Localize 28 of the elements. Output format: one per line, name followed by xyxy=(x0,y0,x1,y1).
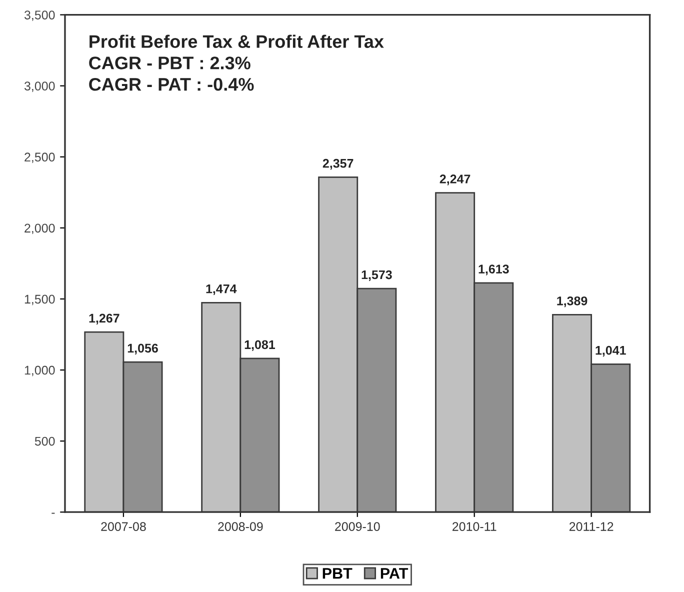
legend-label: PAT xyxy=(380,568,408,579)
data-label: 1,056 xyxy=(128,344,158,354)
legend-label: PBT xyxy=(322,568,352,579)
data-label: 2,247 xyxy=(440,174,470,186)
y-tick-label: 500 xyxy=(34,436,55,446)
annotation: CAGR - PBT : 2.3% xyxy=(89,56,250,70)
data-label: 1,474 xyxy=(206,284,237,296)
x-tick-label: 2009-10 xyxy=(335,522,380,531)
text: Profit Before Tax & Profit After Tax xyxy=(90,34,384,48)
y-tick-label: 2,500 xyxy=(24,152,55,164)
x-tick-label: 2008-09 xyxy=(218,522,263,531)
y-tick-label: - xyxy=(52,512,55,514)
data-label: 1,613 xyxy=(478,264,509,276)
data-label: 1,081 xyxy=(244,340,276,351)
y-tick-label: 1,000 xyxy=(24,366,55,376)
data-label: 2,357 xyxy=(322,158,354,170)
y-tick-label: 1,500 xyxy=(24,294,55,306)
annotation: CAGR - PAT : -0.4% xyxy=(89,78,254,91)
data-label: 1,573 xyxy=(362,270,392,281)
x-tick-label: 2011-12 xyxy=(569,522,614,531)
y-tick-label: 3,500 xyxy=(24,10,55,21)
data-label: 1,041 xyxy=(596,346,626,357)
y-tick-label: 2,000 xyxy=(24,224,55,234)
x-tick-label: 2007-08 xyxy=(101,522,146,531)
data-label: 1,389 xyxy=(557,296,588,308)
y-tick-label: 3,000 xyxy=(24,82,55,92)
data-label: 1,267 xyxy=(89,314,120,324)
x-tick-label: 2010-11 xyxy=(452,522,496,531)
